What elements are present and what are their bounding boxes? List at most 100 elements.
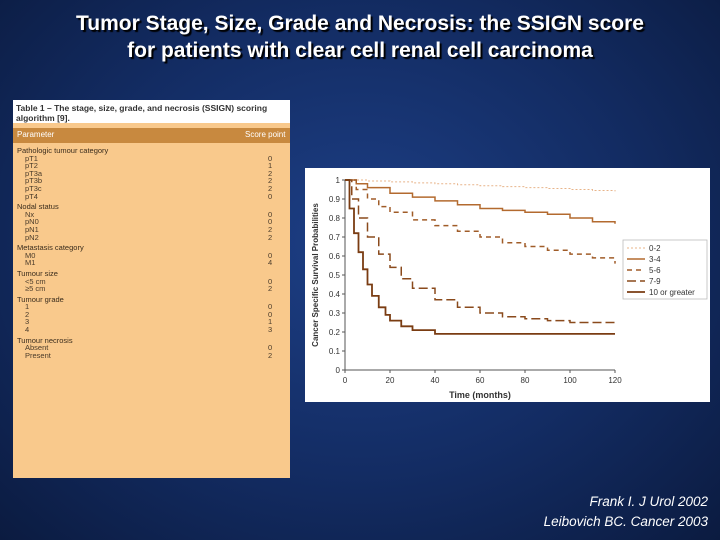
table-caption: Table 1 – The stage, size, grade, and ne…: [13, 100, 290, 123]
table-row-label: Present: [25, 350, 51, 360]
table-category-row: Pathologic tumour category: [13, 147, 290, 155]
table-row: M1 4: [13, 259, 290, 267]
table-row-label: pT3b: [25, 176, 43, 186]
series-line-0: [345, 179, 616, 192]
table-row-label: 4: [25, 325, 30, 335]
series-line-3: [345, 179, 615, 324]
table-row: Nx 0: [13, 211, 290, 219]
table-row: pT2 1: [13, 162, 290, 170]
table-row-score: 1: [268, 161, 273, 171]
table-row-label: Tumour necrosis: [17, 335, 73, 345]
table-row-label: M0: [25, 250, 36, 260]
table-row-label: pT3c: [25, 183, 42, 193]
table-row-label: pT1: [25, 153, 38, 163]
table-row-score: 0: [268, 191, 273, 201]
y-tick-label: 0.1: [329, 347, 341, 356]
survival-chart: 0 0.1 0.2 0.3 0.4 0.5 0.6 0.7 0.8 0.9 1 0 20 40 60 80 10…: [305, 168, 710, 402]
table-row-score: 2: [268, 350, 273, 360]
x-axis-label: Time (months): [449, 390, 511, 400]
table-row: Present 2: [13, 352, 290, 360]
table-row-label: Tumour grade: [17, 294, 64, 304]
ssign-scoring-table: Table 1 – The stage, size, grade, and ne…: [13, 100, 290, 478]
x-tick-label: 0: [343, 376, 348, 385]
legend-label: 3-4: [649, 255, 661, 264]
x-tick-label: 20: [386, 376, 395, 385]
table-header-parameter: Parameter: [17, 130, 55, 139]
table-row-label: 3: [25, 317, 30, 327]
y-axis-label: Cancer Specific Survival Probabilities: [311, 203, 320, 347]
table-row: M0 0: [13, 252, 290, 260]
table-row-label: Pathologic tumour category: [17, 146, 109, 155]
table-row-label: Absent: [25, 343, 49, 353]
table-row-score: 2: [268, 224, 273, 234]
table-category-row: Metastasis category: [13, 244, 290, 252]
citation: Frank I. J Urol 2002 Leibovich BC. Cance…: [544, 492, 708, 532]
table-row-score: 0: [268, 217, 273, 227]
table-row: Absent 0: [13, 344, 290, 352]
table-caption-line-1: Table 1 – The stage, size, grade, and ne…: [16, 103, 268, 113]
table-category-row: Tumour grade: [13, 296, 290, 304]
table-row-label: pN0: [25, 217, 39, 227]
y-tick-label: 0.8: [329, 214, 341, 223]
table-row-score: 0: [268, 153, 273, 163]
table-row: pT3c 2: [13, 185, 290, 193]
table-row: <5 cm 0: [13, 276, 290, 286]
x-tick-label: 120: [608, 376, 622, 385]
table-row-label: 1: [25, 302, 30, 312]
table-row-score: 2: [268, 183, 273, 193]
y-tick-label: 0.4: [329, 290, 341, 299]
table-row-label: pT3a: [25, 168, 43, 178]
title-line-2: for patients with clear cell renal cell …: [127, 39, 593, 62]
table-row-label: Nx: [25, 209, 35, 219]
x-tick-label: 80: [521, 376, 530, 385]
y-tick-label: 0.3: [329, 309, 341, 318]
table-row-label: Nodal status: [17, 202, 59, 212]
series-line-4: [345, 179, 615, 335]
title-line-1: Tumor Stage, Size, Grade and Necrosis: t…: [76, 12, 644, 35]
table-row-score: 4: [268, 258, 273, 268]
table-row-score: 2: [268, 284, 273, 294]
y-tick-label: 0.5: [329, 271, 341, 280]
table-row: pN1 2: [13, 226, 290, 234]
table-row-label: <5 cm: [25, 276, 46, 286]
table-row-score: 2: [268, 232, 273, 242]
table-row-label: pN2: [25, 232, 39, 242]
table-row-label: M1: [25, 258, 36, 268]
table-row-score: 0: [268, 209, 273, 219]
table-row-label: Tumour size: [17, 268, 58, 278]
table-body: Pathologic tumour category pT1 0 pT2 1 pT3a 2 p…: [13, 143, 290, 359]
table-row: pN2 2: [13, 234, 290, 242]
y-tick-label: 0.6: [329, 252, 341, 261]
series-line-1: [345, 179, 616, 224]
x-tick-label: 60: [476, 376, 485, 385]
x-tick-label: 40: [431, 376, 440, 385]
table-category-row: Tumour necrosis: [13, 337, 290, 345]
citation-line-2: Leibovich BC. Cancer 2003: [543, 514, 708, 529]
citation-line-1: Frank I. J Urol 2002: [589, 494, 708, 509]
x-tick-label: 100: [563, 376, 577, 385]
table-row-label: Metastasis category: [17, 243, 84, 253]
table-row-score: 2: [268, 168, 273, 178]
survival-chart-svg: 0 0.1 0.2 0.3 0.4 0.5 0.6 0.7 0.8 0.9 1 0 20 40 60 80 10…: [311, 176, 708, 400]
table-header-score: Score point: [245, 130, 286, 139]
table-category-row: Nodal status: [13, 203, 290, 211]
table-row: pT1 0: [13, 155, 290, 163]
legend-label: 5-6: [649, 266, 661, 275]
table-row: pT3b 2: [13, 177, 290, 185]
table-row: pT4 0: [13, 193, 290, 201]
series-line-2: [345, 179, 616, 264]
table-category-row: Tumour size: [13, 270, 290, 278]
table-row-label: pT4: [25, 191, 38, 201]
y-tick-label: 0.7: [329, 233, 341, 242]
slide-title: Tumor Stage, Size, Grade and Necrosis: t…: [0, 10, 720, 64]
legend-label: 10 or greater: [649, 288, 695, 297]
y-tick-label: 1: [336, 176, 341, 185]
table-row-score: 0: [268, 309, 273, 319]
legend-label: 7-9: [649, 277, 661, 286]
legend-label: 0-2: [649, 244, 661, 253]
table-row: ≥5 cm 2: [13, 285, 290, 293]
